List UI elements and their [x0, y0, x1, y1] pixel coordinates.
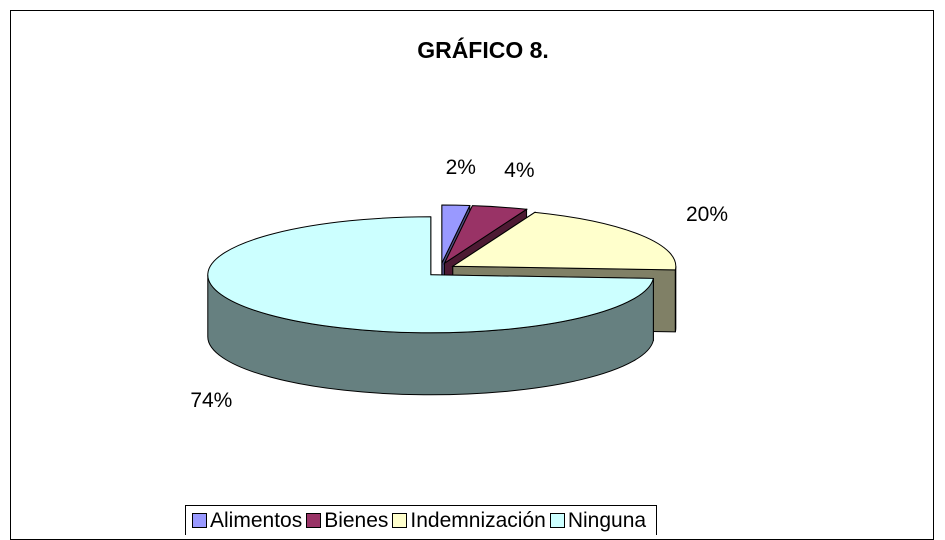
legend-swatch: [392, 513, 407, 528]
data-label: 4%: [504, 159, 534, 182]
legend-swatch: [550, 513, 565, 528]
legend-swatch: [306, 513, 321, 528]
data-label: 20%: [686, 203, 728, 226]
legend: Alimentos Bienes Indemnización Ninguna: [185, 505, 657, 535]
legend-item: Ninguna: [550, 509, 646, 533]
legend-label: Alimentos: [210, 509, 302, 533]
data-label: 74%: [190, 389, 232, 412]
legend-item: Alimentos: [192, 509, 302, 533]
legend-swatch: [192, 513, 207, 528]
legend-label: Ninguna: [568, 509, 646, 533]
legend-item: Indemnización: [392, 509, 545, 533]
legend-item: Bienes: [306, 509, 388, 533]
legend-label: Bienes: [324, 509, 388, 533]
chart-title: GRÁFICO 8.: [417, 36, 549, 63]
legend-label: Indemnización: [410, 509, 545, 533]
data-label: 2%: [446, 156, 476, 179]
